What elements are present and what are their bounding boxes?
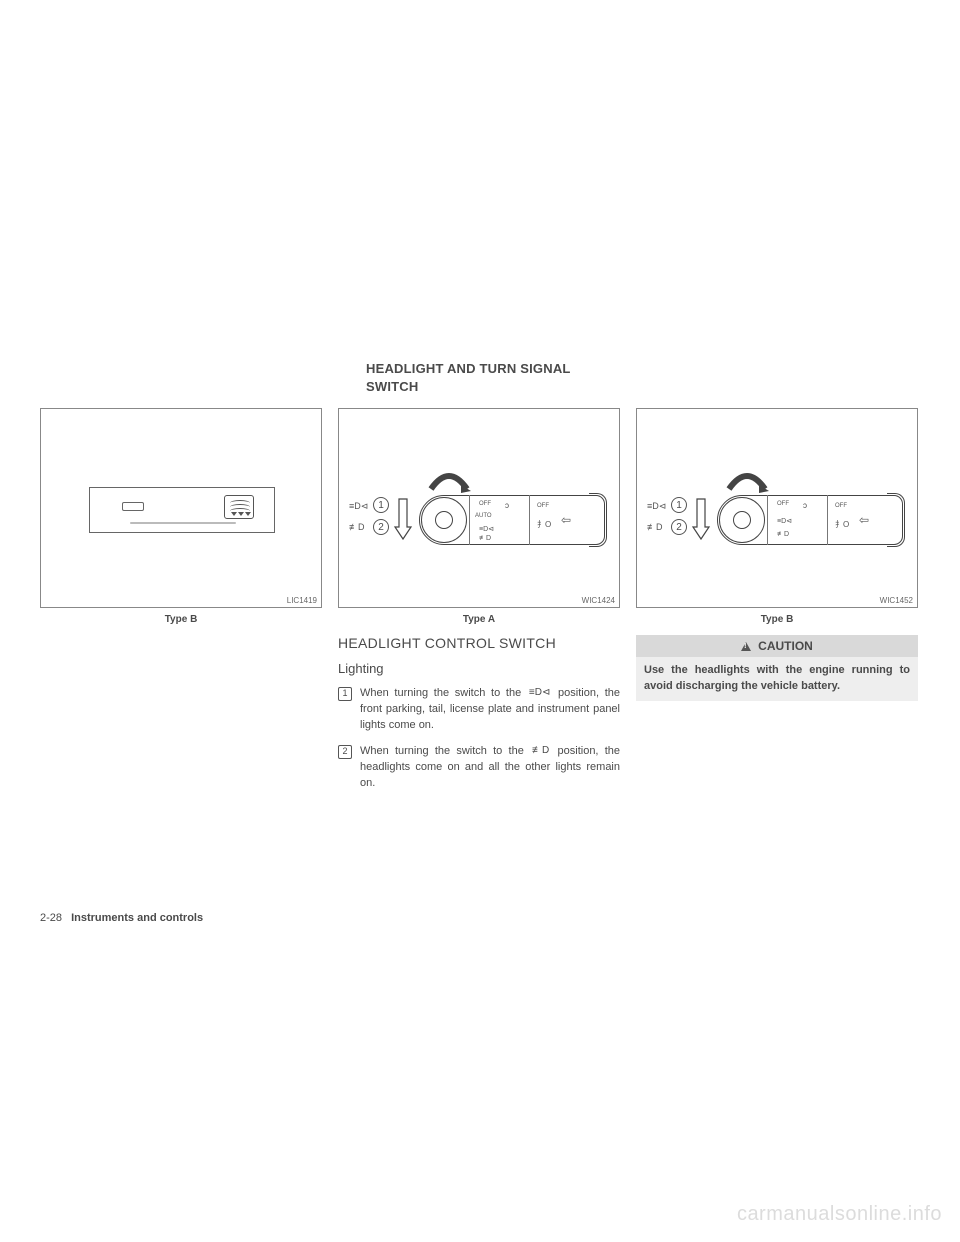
stalk-off-label: OFF	[479, 501, 491, 507]
stalk-parking-icon: ≡D⊲	[777, 517, 792, 525]
headlamp-icon: ≢D	[349, 522, 365, 532]
stalk-auto-label: AUTO	[475, 513, 492, 519]
caution-header: CAUTION	[636, 635, 918, 657]
callout-1: 1	[373, 497, 389, 513]
figure-label: Type B	[636, 614, 918, 625]
stalk-fog-mark-icon: ↄ	[803, 501, 807, 510]
item-1-text: When turning the switch to the ≡D⊲ posit…	[360, 686, 620, 734]
figure-code: LIC1419	[287, 596, 317, 605]
section-name: Instruments and controls	[71, 912, 203, 924]
figure-type-b-panel: LIC1419	[40, 408, 322, 608]
stalk-off-label: OFF	[777, 501, 789, 507]
stalk-headlamp-icon: ≢D	[479, 535, 491, 542]
figure-label: Type B	[40, 614, 322, 625]
figure-code: WIC1452	[880, 596, 913, 605]
item-2-pre: When turning the switch to the	[360, 745, 524, 757]
stalk-body-icon: OFF ≡D⊲ ≢D OFF 扌O ↄ ⇦	[717, 487, 903, 553]
panel-slot-icon	[122, 502, 144, 511]
item-number-2: 2	[338, 745, 352, 759]
panel-underline-icon	[130, 522, 236, 524]
inline-parking-icon: ≡D⊲	[527, 686, 552, 701]
stalk-diagram-b: ≡D⊲ ≢D 1 2	[647, 439, 907, 589]
stalk-parking-icon: ≡D⊲	[479, 525, 494, 533]
parking-light-icon: ≡D⊲	[647, 501, 666, 512]
page-footer: 2-28 Instruments and controls	[40, 912, 203, 924]
figure-code: WIC1424	[582, 596, 615, 605]
rear-defrost-panel-icon	[89, 487, 275, 533]
figure-type-a-stalk: ≡D⊲ ≢D 1 2	[338, 408, 620, 608]
page-number: 2-28	[40, 912, 62, 924]
turn-signal-icon: ⇦	[561, 513, 571, 527]
section-title-line1: HEADLIGHT AND TURN SIGNAL	[366, 360, 666, 378]
stalk-off2-label: OFF	[835, 503, 847, 509]
defrost-button-icon	[224, 495, 254, 519]
section-title-line2: SWITCH	[366, 378, 666, 396]
list-item-2: 2 When turning the switch to the ≢D posi…	[338, 744, 620, 792]
stalk-diagram-a: ≡D⊲ ≢D 1 2	[349, 439, 609, 589]
parking-light-icon: ≡D⊲	[349, 501, 368, 512]
section-title-block: HEADLIGHT AND TURN SIGNAL SWITCH	[366, 360, 666, 395]
page: HEADLIGHT AND TURN SIGNAL SWITCH LIC1419	[0, 0, 960, 1242]
column-1: LIC1419 Type B	[40, 408, 322, 792]
turn-signal-icon: ⇦	[859, 513, 869, 527]
heading-headlight-control: HEADLIGHT CONTROL SWITCH	[338, 635, 620, 651]
inline-headlamp-icon: ≢D	[530, 744, 551, 759]
stalk-body-icon: OFF AUTO ≡D⊲ ≢D OFF 扌O ↄ ⇦	[419, 487, 605, 553]
callout-1: 1	[671, 497, 687, 513]
watermark: carmanualsonline.info	[737, 1203, 942, 1226]
callout-2: 2	[671, 519, 687, 535]
stalk-fog-mark-icon: ↄ	[505, 501, 509, 510]
heading-lighting: Lighting	[338, 661, 620, 676]
figure-type-b-stalk: ≡D⊲ ≢D 1 2	[636, 408, 918, 608]
column-2: ≡D⊲ ≢D 1 2	[338, 408, 620, 792]
warning-triangle-icon	[741, 642, 751, 651]
stalk-headlamp-icon: ≢D	[777, 531, 789, 538]
caution-label: CAUTION	[758, 639, 813, 653]
item-number-1: 1	[338, 687, 352, 701]
stalk-off2-label: OFF	[537, 503, 549, 509]
item-2-text: When turning the switch to the ≢D positi…	[360, 744, 620, 792]
caution-body: Use the headlights with the engine runni…	[636, 657, 918, 701]
column-3: ≡D⊲ ≢D 1 2	[636, 408, 918, 792]
rotate-arrow-icon	[393, 497, 417, 546]
item-1-pre: When turning the switch to the	[360, 687, 521, 699]
columns: LIC1419 Type B ≡D⊲ ≢D 1 2	[40, 408, 920, 792]
rotate-arrow-icon	[691, 497, 715, 546]
figure-label: Type A	[338, 614, 620, 625]
stalk-fog-icon: 扌O	[537, 519, 551, 530]
headlamp-icon: ≢D	[647, 522, 663, 532]
callout-2: 2	[373, 519, 389, 535]
stalk-fog-icon: 扌O	[835, 519, 849, 530]
list-item-1: 1 When turning the switch to the ≡D⊲ pos…	[338, 686, 620, 734]
